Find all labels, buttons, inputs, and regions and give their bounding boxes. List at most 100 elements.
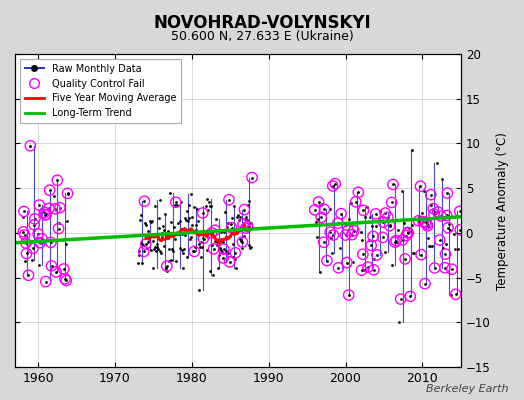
Point <box>167 219 175 225</box>
Point <box>153 240 161 247</box>
Text: 50.600 N, 27.633 E (Ukraine): 50.600 N, 27.633 E (Ukraine) <box>171 30 353 43</box>
Point <box>55 219 63 226</box>
Point <box>358 251 367 258</box>
Point <box>427 192 435 198</box>
Point <box>230 203 238 209</box>
Point <box>373 252 381 258</box>
Point <box>369 267 378 273</box>
Point <box>228 254 237 260</box>
Point <box>47 239 55 246</box>
Point <box>367 242 375 248</box>
Point <box>166 190 174 196</box>
Text: NOVOHRAD-VOLYNSKYI: NOVOHRAD-VOLYNSKYI <box>153 14 371 32</box>
Point <box>221 208 230 215</box>
Point <box>21 258 29 264</box>
Point <box>401 256 409 262</box>
Point <box>420 188 429 194</box>
Point <box>386 222 395 228</box>
Point <box>56 204 64 211</box>
Point <box>47 263 56 269</box>
Point <box>242 225 250 231</box>
Point <box>337 210 345 217</box>
Point <box>406 293 414 300</box>
Point <box>223 224 231 230</box>
Point <box>31 216 39 222</box>
Point <box>218 249 226 256</box>
Point <box>208 242 216 248</box>
Point <box>158 230 167 236</box>
Point <box>435 237 444 243</box>
Point <box>159 222 167 229</box>
Point <box>214 252 223 258</box>
Point <box>173 230 182 237</box>
Point <box>369 267 378 273</box>
Point <box>193 206 201 212</box>
Point <box>211 227 219 234</box>
Point <box>149 238 157 244</box>
Point <box>41 278 50 285</box>
Point <box>19 229 28 235</box>
Point <box>181 214 190 221</box>
Point <box>156 197 165 204</box>
Point <box>403 229 412 236</box>
Point <box>242 214 250 220</box>
Point <box>388 262 397 268</box>
Point <box>364 264 372 270</box>
Point <box>389 181 397 188</box>
Point <box>447 266 456 272</box>
Point <box>450 231 458 237</box>
Point <box>428 243 436 249</box>
Point <box>135 252 143 259</box>
Point <box>41 212 49 218</box>
Point <box>41 212 49 218</box>
Point <box>329 232 337 238</box>
Point <box>320 206 329 213</box>
Point <box>455 208 464 215</box>
Point <box>61 241 70 247</box>
Point <box>199 210 207 216</box>
Point <box>210 234 219 240</box>
Point <box>38 236 46 242</box>
Point <box>143 244 151 251</box>
Point <box>23 250 31 257</box>
Point <box>47 239 55 246</box>
Point <box>62 277 70 284</box>
Point <box>208 230 216 236</box>
Point <box>354 189 363 196</box>
Point <box>248 225 257 232</box>
Point <box>421 219 430 225</box>
Point <box>141 241 150 247</box>
Point <box>152 244 161 250</box>
Point <box>46 187 54 194</box>
Point <box>231 256 239 262</box>
Point <box>347 200 355 206</box>
Point <box>387 199 396 206</box>
Point <box>215 227 224 234</box>
Point <box>240 206 248 213</box>
Point <box>441 264 449 271</box>
Point <box>393 238 401 245</box>
Point <box>199 235 208 242</box>
Point <box>29 245 37 252</box>
Point <box>164 228 172 234</box>
Point <box>20 232 29 238</box>
Point <box>196 254 205 260</box>
Point <box>441 251 450 257</box>
Point <box>326 229 334 235</box>
Point <box>36 240 44 246</box>
Point <box>162 265 170 271</box>
Point <box>443 212 451 219</box>
Point <box>176 245 184 251</box>
Point <box>438 176 446 182</box>
Point <box>437 213 445 219</box>
Point <box>210 246 218 252</box>
Point <box>150 246 158 252</box>
Point <box>389 181 397 188</box>
Point <box>150 203 159 210</box>
Point <box>446 292 455 298</box>
Point <box>329 232 337 238</box>
Point <box>408 146 417 153</box>
Point <box>29 245 37 252</box>
Point <box>354 189 363 196</box>
Point <box>314 199 323 205</box>
